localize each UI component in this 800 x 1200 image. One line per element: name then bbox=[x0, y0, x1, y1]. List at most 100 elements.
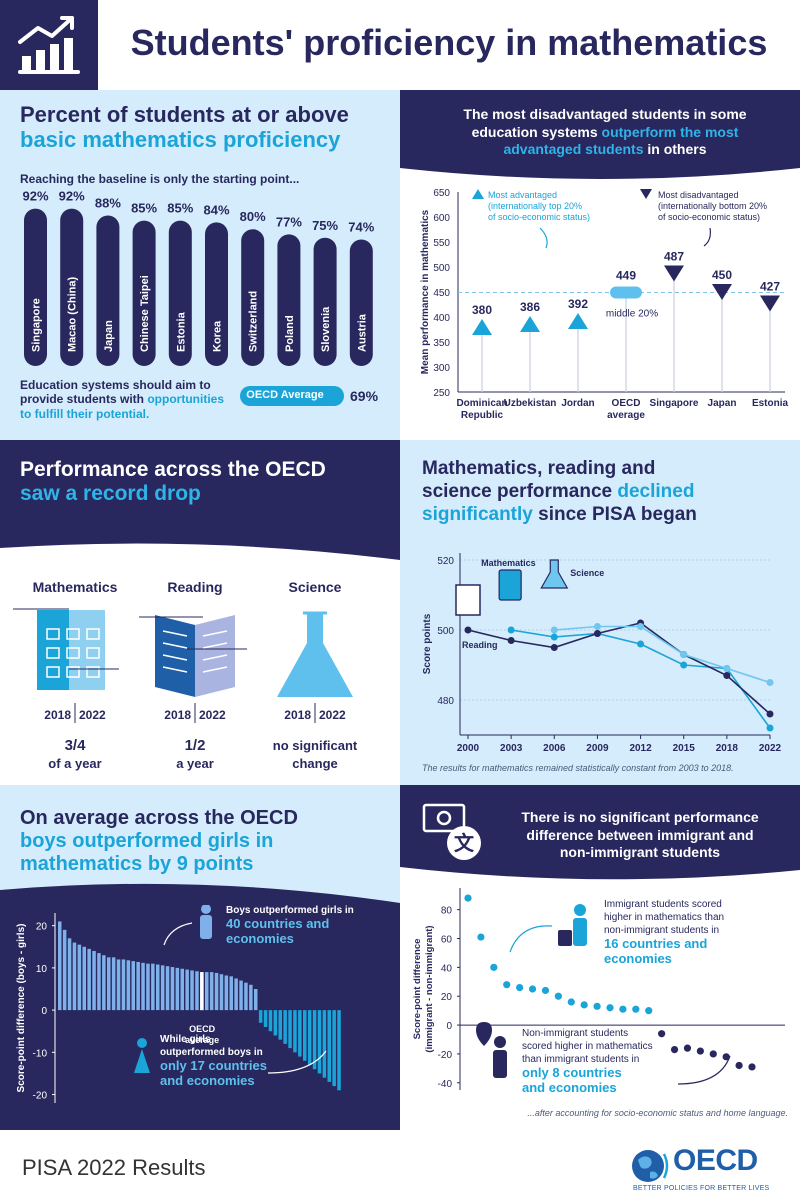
x-category-label: Jordan bbox=[561, 398, 594, 409]
proficiency-country-label: Estonia bbox=[175, 311, 187, 352]
immigrant-callout: non-immigrant students in bbox=[604, 925, 719, 936]
boys-bar bbox=[116, 959, 121, 1011]
panel5-header-bg bbox=[0, 785, 400, 903]
y-tick-label: 520 bbox=[437, 556, 454, 567]
legend-advantaged-label: of socio-economic status) bbox=[488, 212, 590, 222]
panel2-title: The most disadvantaged students in some … bbox=[463, 106, 747, 157]
value-label: 487 bbox=[664, 250, 684, 264]
boys-bar bbox=[239, 980, 243, 1011]
x-category-label: Singapore bbox=[650, 398, 699, 409]
legend-disadvantaged-label: of socio-economic status) bbox=[658, 212, 760, 222]
calculator-key bbox=[66, 628, 80, 640]
boys-callout: 40 countries and bbox=[226, 916, 329, 931]
x-tick-label: 2006 bbox=[543, 743, 566, 754]
y-tick-label: 20 bbox=[36, 922, 48, 933]
y-axis-label: Score-point difference (boys - girls) bbox=[16, 924, 27, 1093]
page-title: Students' proficiency in mathematics bbox=[130, 22, 768, 63]
reading-line-point bbox=[507, 637, 515, 644]
non-immigrant-point bbox=[683, 1044, 692, 1052]
proficiency-bar bbox=[132, 220, 156, 366]
proficiency-value-label: 75% bbox=[312, 218, 338, 233]
x-category-label: Estonia bbox=[752, 398, 789, 409]
immigrant-callout: Immigrant students scored bbox=[604, 899, 722, 910]
girls-bar bbox=[258, 1010, 263, 1023]
value-label: 450 bbox=[712, 268, 732, 282]
panel-disadvantaged: The most disadvantaged students in some … bbox=[400, 90, 800, 440]
girls-callout: only 17 countries bbox=[160, 1058, 267, 1073]
suitcase-icon bbox=[558, 930, 572, 946]
math-line-point bbox=[637, 640, 645, 648]
immigrant-person-icon bbox=[574, 904, 586, 916]
immigrant-point bbox=[503, 981, 511, 989]
panel3-header-bg bbox=[0, 440, 400, 560]
result-label: 3/4 bbox=[65, 737, 87, 754]
girls-bar bbox=[283, 1010, 287, 1044]
result-label: a year bbox=[176, 756, 214, 771]
year-label: 2022 bbox=[319, 708, 346, 722]
non-immigrant-point bbox=[670, 1046, 679, 1054]
proficiency-value-label: 85% bbox=[167, 201, 193, 216]
y-tick-label: 500 bbox=[437, 626, 454, 637]
boys-bar bbox=[151, 963, 155, 1011]
y-tick-label: -40 bbox=[438, 1079, 453, 1090]
x-tick-label: 2000 bbox=[457, 743, 480, 754]
legend-disadvantaged-label: Most disadvantaged bbox=[658, 190, 739, 200]
panel1-note: Education systems should aim to provide … bbox=[20, 378, 225, 421]
girls-bar bbox=[263, 1010, 268, 1027]
girls-bar bbox=[268, 1010, 273, 1032]
book-icon bbox=[195, 615, 235, 697]
panel-record-drop: Performance across the OECD saw a record… bbox=[0, 440, 400, 785]
boys-bar bbox=[175, 967, 180, 1011]
reading-line-point bbox=[464, 626, 472, 634]
panel-proficiency: Percent of students at or above basic ma… bbox=[0, 90, 400, 440]
legend-arrow bbox=[539, 227, 548, 249]
calculator-key bbox=[66, 666, 80, 678]
girl-person-icon bbox=[137, 1038, 147, 1048]
boys-bar bbox=[234, 978, 238, 1011]
callout-arrow bbox=[677, 1055, 731, 1085]
x-tick-label: 2015 bbox=[673, 743, 696, 754]
boys-bar bbox=[87, 948, 91, 1011]
girls-bar bbox=[312, 1010, 317, 1070]
proficiency-country-label: Macao (China) bbox=[67, 276, 79, 352]
x-tick-label: 2003 bbox=[500, 743, 523, 754]
boys-bar bbox=[244, 982, 248, 1011]
boys-bar bbox=[156, 964, 160, 1011]
x-category-label: Dominican bbox=[456, 398, 507, 409]
callout-arrow bbox=[267, 1050, 327, 1074]
girls-bar bbox=[278, 1010, 282, 1040]
x-tick-label: 2009 bbox=[586, 743, 609, 754]
boys-bar bbox=[214, 972, 219, 1011]
proficiency-bar bbox=[24, 208, 47, 366]
x-category-label: Japan bbox=[708, 398, 737, 409]
proficiency-bar bbox=[313, 237, 337, 366]
book-line bbox=[162, 666, 188, 673]
year-label: 2018 bbox=[164, 708, 191, 722]
boys-bar bbox=[146, 963, 150, 1011]
proficiency-value-label: 84% bbox=[203, 202, 229, 217]
non-immigrant-point bbox=[658, 1030, 666, 1038]
y-axis-label: Mean performance in mathematics bbox=[420, 209, 431, 374]
y-tick-label: 10 bbox=[36, 964, 48, 975]
boys-bar bbox=[111, 957, 116, 1011]
non-immigrant-point bbox=[735, 1061, 743, 1070]
reading-line bbox=[467, 622, 771, 715]
immigrant-point bbox=[632, 1005, 640, 1013]
boys-bar bbox=[165, 966, 170, 1011]
math-line-point bbox=[550, 633, 558, 641]
science-line-point bbox=[593, 623, 601, 630]
proficiency-country-label: Austria bbox=[356, 313, 368, 352]
boys-bar bbox=[121, 959, 126, 1011]
y-tick-label: 250 bbox=[433, 388, 450, 399]
legend-advantaged-label: Most advantaged bbox=[488, 190, 557, 200]
value-label: 449 bbox=[616, 269, 636, 283]
result-label: change bbox=[292, 756, 338, 771]
middle-marker bbox=[610, 286, 642, 299]
math-line-point bbox=[680, 661, 688, 669]
y-tick-label: 0 bbox=[41, 1006, 47, 1017]
girls-bar bbox=[307, 1010, 312, 1065]
proficiency-bar bbox=[168, 220, 192, 366]
girls-callout: outperformed boys in bbox=[160, 1047, 263, 1058]
proficiency-value-label: 77% bbox=[276, 214, 302, 229]
series-label-science: Science bbox=[570, 568, 604, 578]
